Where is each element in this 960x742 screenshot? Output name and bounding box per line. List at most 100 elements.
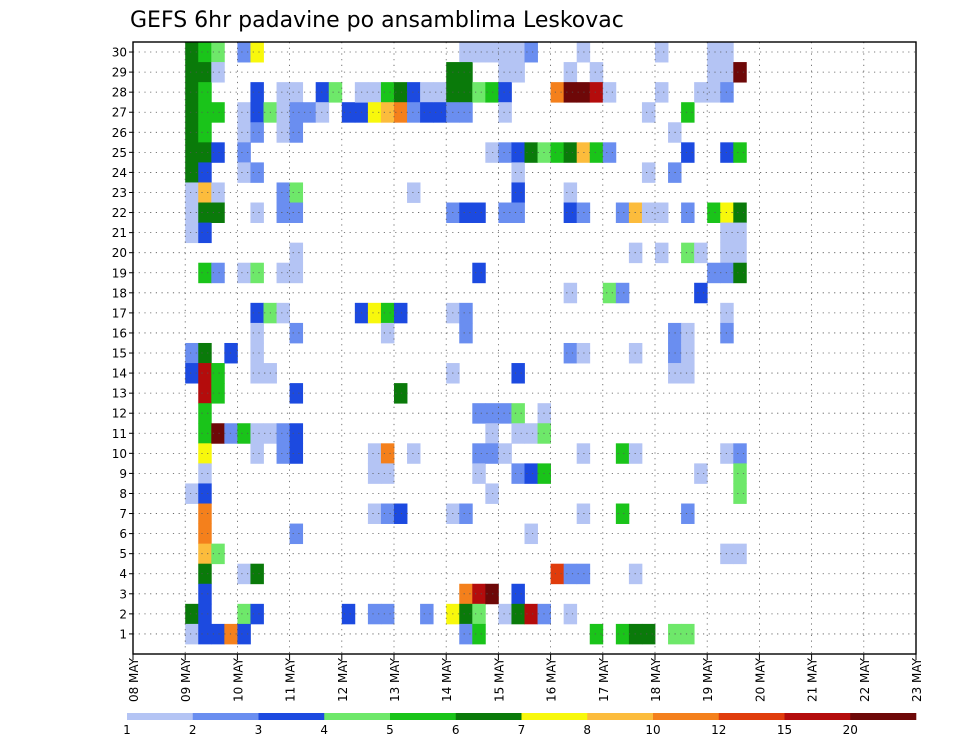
y-tick-label: 7 <box>119 507 127 521</box>
heatmap-cell <box>185 142 199 163</box>
heatmap-cell <box>472 42 486 63</box>
heatmap-cell <box>380 82 395 103</box>
x-tick-label: 18 MAY <box>649 657 663 702</box>
heatmap-cell <box>250 443 264 464</box>
heatmap-cell <box>524 142 538 163</box>
heatmap-cell <box>524 603 538 625</box>
heatmap-cell <box>289 322 304 344</box>
heatmap-cell <box>276 122 290 143</box>
heatmap-cell <box>211 202 225 223</box>
colorbar-label: 12 <box>711 723 726 737</box>
colorbar-label: 1 <box>123 723 131 737</box>
heatmap-cell <box>511 363 525 384</box>
heatmap-cell <box>198 523 212 545</box>
heatmap-cell <box>250 122 264 143</box>
heatmap-cell <box>498 102 512 123</box>
heatmap-cell <box>185 82 199 103</box>
heatmap-cell <box>459 82 473 103</box>
heatmap-cell <box>694 242 708 264</box>
y-tick-label: 25 <box>112 146 127 160</box>
heatmap-cell <box>707 62 721 83</box>
heatmap-cell <box>198 403 212 424</box>
heatmap-cell <box>511 423 525 444</box>
heatmap-cell <box>498 82 512 103</box>
heatmap-cell <box>237 162 251 183</box>
y-tick-label: 5 <box>119 547 127 561</box>
heatmap-cell <box>394 82 408 103</box>
heatmap-cell <box>498 603 512 625</box>
heatmap-cell <box>420 82 434 103</box>
heatmap-cell <box>185 363 199 384</box>
heatmap-cell <box>615 503 630 524</box>
heatmap-cell <box>498 62 512 83</box>
cells-layer <box>185 42 747 645</box>
heatmap-cell <box>485 423 499 444</box>
y-tick-label: 8 <box>119 487 127 501</box>
heatmap-cell <box>472 603 486 625</box>
heatmap-cell <box>198 82 212 103</box>
heatmap-cell <box>367 603 382 625</box>
heatmap-cell <box>602 142 617 163</box>
heatmap-cell <box>641 623 656 645</box>
heatmap-cell <box>302 102 317 123</box>
heatmap-cell <box>198 363 212 384</box>
heatmap-cell <box>459 623 473 645</box>
y-tick-label: 26 <box>112 126 127 140</box>
heatmap-cell <box>681 503 695 524</box>
heatmap-cell <box>250 102 264 123</box>
chart-title: GEFS 6hr padavine po ansamblima Leskovac <box>130 8 624 33</box>
heatmap-cell <box>459 62 473 83</box>
x-axis: 08 MAY 09 MAY 10 MAY 11 MAY 12 MAY 13 MAY 14 M… <box>127 654 924 702</box>
x-tick-label: 15 MAY <box>492 657 506 702</box>
x-tick-label: 14 MAY <box>440 657 454 702</box>
colorbar: 1 2 3 4 5 6 7 8 10 12 15 20 <box>123 713 917 737</box>
heatmap-cell <box>289 102 304 123</box>
colorbar-swatch <box>521 713 588 720</box>
heatmap-cell <box>250 262 264 284</box>
heatmap-cell <box>315 102 330 123</box>
heatmap-cell <box>211 363 225 384</box>
heatmap-cell <box>485 583 499 605</box>
heatmap-cell <box>185 342 199 364</box>
colorbar-swatch <box>850 713 917 720</box>
heatmap-cell <box>380 102 395 123</box>
heatmap-cell <box>733 543 747 565</box>
x-tick-label: 21 MAY <box>806 657 820 702</box>
heatmap-cell <box>485 443 499 464</box>
x-tick-label: 22 MAY <box>858 657 872 702</box>
colorbar-label: 6 <box>452 723 460 737</box>
heatmap-cell <box>367 302 382 324</box>
heatmap-cell <box>733 242 747 264</box>
x-tick-label: 19 MAY <box>701 657 715 702</box>
heatmap-cell <box>198 102 212 123</box>
heatmap-cell <box>485 142 499 163</box>
colorbar-label: 5 <box>386 723 394 737</box>
heatmap-cell <box>198 443 212 464</box>
heatmap-cell <box>289 443 304 464</box>
heatmap-cell <box>185 102 199 123</box>
y-tick-label: 21 <box>112 226 127 240</box>
colorbar-swatch <box>390 713 457 720</box>
heatmap-cell <box>615 623 630 645</box>
heatmap-cell <box>707 82 721 103</box>
heatmap-cell <box>589 82 604 103</box>
heatmap-cell <box>407 443 421 464</box>
heatmap-cell <box>394 503 408 524</box>
y-tick-label: 13 <box>112 387 127 401</box>
heatmap-cell <box>211 623 225 645</box>
heatmap-cell <box>472 202 486 223</box>
heatmap-cell <box>511 463 525 484</box>
heatmap-cell <box>198 423 212 444</box>
heatmap-cell <box>694 282 708 304</box>
heatmap-cell <box>185 603 199 625</box>
heatmap-cell <box>563 202 578 223</box>
heatmap-cell <box>681 363 695 384</box>
heatmap-cell <box>472 262 486 284</box>
heatmap-cell <box>367 102 382 123</box>
heatmap-cell <box>394 383 408 404</box>
x-tick-label: 17 MAY <box>597 657 611 702</box>
heatmap-cell <box>511 162 525 183</box>
colorbar-swatch <box>784 713 851 720</box>
heatmap-cell <box>472 443 486 464</box>
heatmap-cell <box>250 82 264 103</box>
